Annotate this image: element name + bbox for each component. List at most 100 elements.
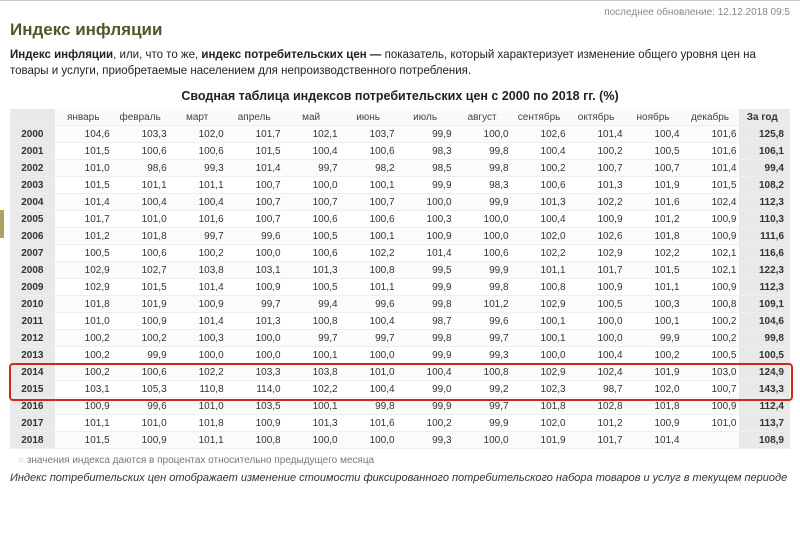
cell-value: 100,2 bbox=[112, 330, 169, 347]
cell-year: 2016 bbox=[10, 398, 55, 415]
cell-value: 98,7 bbox=[568, 381, 625, 398]
cell-value: 102,4 bbox=[682, 194, 739, 211]
cell-value: 101,0 bbox=[112, 415, 169, 432]
cell-value: 99,7 bbox=[169, 228, 226, 245]
cell-year: 2001 bbox=[10, 143, 55, 160]
cell-value: 101,5 bbox=[682, 177, 739, 194]
cell-total: 125,8 bbox=[739, 126, 791, 143]
cell-value: 101,0 bbox=[682, 415, 739, 432]
cell-value: 101,1 bbox=[112, 177, 169, 194]
cell-value: 103,8 bbox=[169, 262, 226, 279]
cell-value: 103,1 bbox=[55, 381, 112, 398]
cell-value: 101,1 bbox=[625, 279, 682, 296]
cell-value: 99,9 bbox=[454, 262, 511, 279]
cell-value: 100,6 bbox=[112, 245, 169, 262]
cell-total: 108,2 bbox=[739, 177, 791, 194]
cell-value: 103,7 bbox=[340, 126, 397, 143]
cell-value: 104,6 bbox=[55, 126, 112, 143]
cell-value: 100,4 bbox=[169, 194, 226, 211]
footer-paragraph: Индекс потребительских цен отображает из… bbox=[10, 472, 790, 484]
cell-value: 99,8 bbox=[454, 279, 511, 296]
cell-value: 101,4 bbox=[169, 313, 226, 330]
cell-value: 100,9 bbox=[397, 228, 454, 245]
cell-value: 100,0 bbox=[340, 432, 397, 449]
cell-value: 103,0 bbox=[682, 364, 739, 381]
cell-value: 101,4 bbox=[625, 432, 682, 449]
cell-value: 102,2 bbox=[169, 364, 226, 381]
cell-value: 99,8 bbox=[340, 398, 397, 415]
cell-value: 101,9 bbox=[112, 296, 169, 313]
cell-value: 102,3 bbox=[511, 381, 568, 398]
col-month: февраль bbox=[112, 109, 169, 126]
col-year bbox=[10, 109, 55, 126]
cell-value: 101,1 bbox=[55, 415, 112, 432]
cell-value: 100,5 bbox=[682, 347, 739, 364]
cell-value: 100,0 bbox=[568, 313, 625, 330]
cell-value: 101,2 bbox=[55, 228, 112, 245]
cell-value: 101,5 bbox=[112, 279, 169, 296]
table-row: 2001101,5100,6100,6101,5100,4100,698,399… bbox=[10, 143, 790, 160]
cell-year: 2012 bbox=[10, 330, 55, 347]
cell-value: 102,0 bbox=[511, 415, 568, 432]
cell-value: 100,8 bbox=[226, 432, 283, 449]
cell-value: 102,9 bbox=[55, 279, 112, 296]
cell-value: 100,1 bbox=[283, 398, 340, 415]
cell-value: 99,9 bbox=[112, 347, 169, 364]
cell-value: 100,9 bbox=[682, 279, 739, 296]
page-title: Индекс инфляции bbox=[10, 20, 790, 40]
cell-value: 100,1 bbox=[625, 313, 682, 330]
cell-value: 99,6 bbox=[454, 313, 511, 330]
cell-value: 99,4 bbox=[283, 296, 340, 313]
table-row: 2002101,098,699,3101,499,798,298,599,810… bbox=[10, 160, 790, 177]
cell-value: 101,5 bbox=[625, 262, 682, 279]
cell-year: 2014 bbox=[10, 364, 55, 381]
cell-value: 102,8 bbox=[568, 398, 625, 415]
table-row: 2000104,6103,3102,0101,7102,1103,799,910… bbox=[10, 126, 790, 143]
cell-value: 100,1 bbox=[340, 228, 397, 245]
cell-value: 100,9 bbox=[625, 415, 682, 432]
cell-value: 102,2 bbox=[511, 245, 568, 262]
cell-year: 2005 bbox=[10, 211, 55, 228]
cell-value: 101,5 bbox=[226, 143, 283, 160]
cell-value: 102,2 bbox=[568, 194, 625, 211]
cell-value: 99,9 bbox=[454, 415, 511, 432]
cell-value: 101,6 bbox=[682, 126, 739, 143]
cell-value: 100,1 bbox=[340, 177, 397, 194]
cell-year: 2018 bbox=[10, 432, 55, 449]
cell-total: 112,3 bbox=[739, 279, 791, 296]
col-month: апрель bbox=[226, 109, 283, 126]
cell-value: 100,2 bbox=[55, 364, 112, 381]
cell-value: 99,9 bbox=[397, 398, 454, 415]
cell-value: 101,0 bbox=[55, 160, 112, 177]
cell-total: 112,3 bbox=[739, 194, 791, 211]
cell-total: 106,1 bbox=[739, 143, 791, 160]
cell-value: 103,1 bbox=[226, 262, 283, 279]
cell-value: 100,3 bbox=[397, 211, 454, 228]
lead-text-1: , или, что то же, bbox=[113, 49, 201, 61]
cell-value: 98,6 bbox=[112, 160, 169, 177]
col-month: сентябрь bbox=[511, 109, 568, 126]
cell-value: 100,1 bbox=[511, 313, 568, 330]
cell-total: 112,4 bbox=[739, 398, 791, 415]
cell-value: 99,8 bbox=[454, 143, 511, 160]
cell-value: 100,4 bbox=[511, 211, 568, 228]
cell-value: 101,6 bbox=[169, 211, 226, 228]
cell-value: 99,7 bbox=[226, 296, 283, 313]
cell-total: 113,7 bbox=[739, 415, 791, 432]
cell-value: 101,8 bbox=[55, 296, 112, 313]
col-month: июнь bbox=[340, 109, 397, 126]
cell-value: 100,5 bbox=[625, 143, 682, 160]
cell-value: 100,8 bbox=[454, 364, 511, 381]
cell-year: 2006 bbox=[10, 228, 55, 245]
cell-value: 100,2 bbox=[169, 245, 226, 262]
table-row: 2003101,5101,1101,1100,7100,0100,199,998… bbox=[10, 177, 790, 194]
cell-value: 100,4 bbox=[340, 313, 397, 330]
cell-value: 102,1 bbox=[682, 245, 739, 262]
cell-value: 101,6 bbox=[625, 194, 682, 211]
cell-value: 99,8 bbox=[397, 330, 454, 347]
table-row: 2018101,5100,9101,1100,8100,0100,099,310… bbox=[10, 432, 790, 449]
cell-value: 101,1 bbox=[340, 279, 397, 296]
cell-value: 100,0 bbox=[454, 211, 511, 228]
col-month: декабрь bbox=[682, 109, 739, 126]
cell-value: 100,4 bbox=[397, 364, 454, 381]
